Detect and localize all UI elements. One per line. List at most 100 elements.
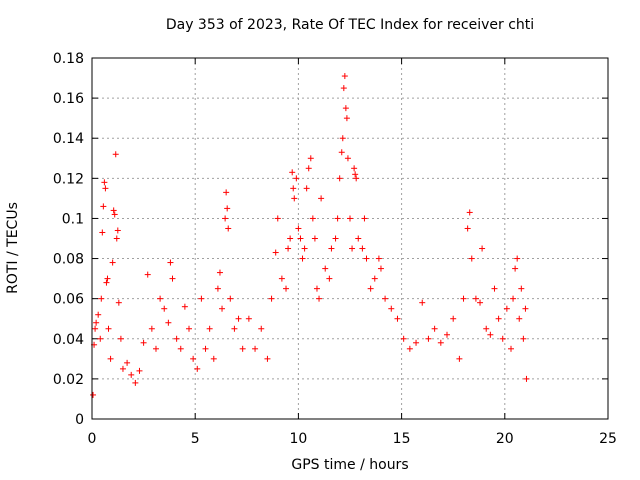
data-point: [394, 315, 401, 322]
data-point: [206, 325, 213, 332]
data-point: [210, 355, 217, 362]
y-tick-label: 0.06: [53, 292, 84, 308]
data-point: [444, 331, 451, 338]
y-tick-label: 0.08: [53, 252, 84, 268]
data-point: [318, 195, 325, 202]
data-point: [456, 355, 463, 362]
data-point: [437, 339, 444, 346]
data-point: [289, 169, 296, 176]
data-point: [400, 335, 407, 342]
data-point: [468, 255, 475, 262]
data-point: [518, 285, 525, 292]
data-point: [245, 315, 252, 322]
data-point: [114, 227, 121, 234]
y-tick-label: 0.12: [53, 171, 84, 187]
data-point: [140, 339, 147, 346]
data-point: [359, 245, 366, 252]
data-point: [165, 319, 172, 326]
data-point: [375, 255, 382, 262]
data-point: [342, 105, 349, 112]
data-point: [355, 235, 362, 242]
data-point: [225, 225, 232, 232]
data-point: [367, 285, 374, 292]
data-point: [332, 235, 339, 242]
x-axis-label: GPS time / hours: [291, 457, 409, 473]
data-point: [115, 299, 122, 306]
data-point: [361, 215, 368, 222]
data-point: [516, 315, 523, 322]
data-point: [309, 215, 316, 222]
data-point: [353, 175, 360, 182]
data-point: [352, 171, 359, 178]
data-point: [101, 179, 108, 186]
data-point: [466, 209, 473, 216]
data-point: [283, 285, 290, 292]
data-point: [299, 255, 306, 262]
x-tick-label: 0: [88, 431, 97, 447]
data-point: [104, 275, 111, 282]
data-point: [227, 295, 234, 302]
data-point: [194, 365, 201, 372]
data-point: [264, 355, 271, 362]
data-point: [339, 135, 346, 142]
data-point: [198, 295, 205, 302]
data-point: [307, 155, 314, 162]
data-point: [181, 303, 188, 310]
data-point: [113, 235, 120, 242]
data-point: [128, 371, 135, 378]
data-point: [274, 215, 281, 222]
data-point: [290, 185, 297, 192]
y-tick-label: 0.04: [53, 332, 84, 348]
data-point: [311, 235, 318, 242]
chart-title: Day 353 of 2023, Rate Of TEC Index for r…: [165, 17, 535, 33]
data-point: [258, 325, 265, 332]
data-point: [100, 203, 107, 210]
data-point: [224, 205, 231, 212]
axis-ticks: 0 5 10 15 20 25 0 0.02 0.04 0.06 0.08 0.1 0.12 0.14 0.…: [53, 51, 617, 447]
data-point: [167, 259, 174, 266]
y-tick-label: 0.1: [62, 211, 84, 227]
data-point: [132, 379, 139, 386]
data-point: [328, 245, 335, 252]
x-tick-label: 25: [599, 431, 617, 447]
data-point: [464, 225, 471, 232]
data-point: [293, 175, 300, 182]
data-point: [99, 229, 106, 236]
data-point: [252, 345, 259, 352]
data-point: [136, 367, 143, 374]
data-point: [510, 295, 517, 302]
data-point: [507, 345, 514, 352]
data-point: [347, 215, 353, 222]
data-point: [144, 271, 151, 278]
data-point: [295, 225, 302, 232]
data-point: [419, 299, 426, 306]
x-tick-label: 20: [496, 431, 514, 447]
data-point: [305, 165, 312, 172]
data-point: [503, 305, 510, 312]
data-point: [95, 311, 102, 318]
data-point: [102, 185, 109, 192]
data-point: [479, 245, 486, 252]
data-point: [223, 189, 230, 196]
data-point: [326, 275, 333, 282]
data-point: [109, 259, 116, 266]
data-point: [382, 295, 389, 302]
data-point: [157, 295, 164, 302]
data-point: [406, 345, 413, 352]
data-point: [431, 325, 438, 332]
x-tick-label: 5: [191, 431, 200, 447]
data-point: [107, 355, 114, 362]
data-point: [472, 295, 479, 302]
data-point: [231, 325, 238, 332]
data-point: [523, 375, 530, 382]
data-point: [388, 305, 395, 312]
data-point: [202, 345, 209, 352]
data-point: [316, 295, 323, 302]
y-tick-label: 0.16: [53, 91, 84, 107]
data-point: [216, 269, 223, 276]
y-tick-label: 0.02: [53, 372, 84, 388]
y-axis-label: ROTI / TECUs: [5, 202, 21, 294]
data-point: [177, 345, 184, 352]
data-point: [103, 279, 110, 286]
data-point: [425, 335, 432, 342]
